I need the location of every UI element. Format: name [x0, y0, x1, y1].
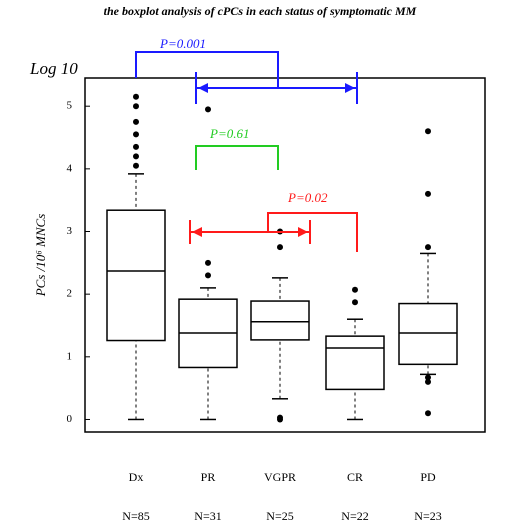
outlier	[425, 374, 431, 381]
outlier	[133, 162, 139, 169]
box	[106, 209, 166, 342]
bracket	[267, 212, 358, 252]
outlier	[133, 131, 139, 138]
y-tick-label: 2	[67, 288, 73, 300]
y-tick-label: 0	[67, 413, 73, 425]
plot-frame	[84, 77, 486, 433]
outlier	[425, 190, 431, 197]
n-label: N=25	[266, 509, 293, 523]
range-arrow-head	[198, 83, 208, 93]
n-label: N=23	[414, 509, 441, 523]
range-arrow-head	[298, 227, 308, 237]
y-axis-label: PCs /10⁶ MNCs	[33, 214, 48, 298]
bracket	[135, 51, 279, 88]
p-value: P=0.61	[209, 126, 249, 141]
outlier	[425, 410, 431, 417]
x-tick-label: PD	[420, 470, 436, 484]
n-label: N=85	[122, 509, 149, 523]
chart-title: the boxplot analysis of cPCs in each sta…	[104, 4, 417, 18]
outlier	[205, 106, 211, 113]
x-tick-label: CR	[347, 470, 363, 484]
x-tick-label: Dx	[129, 470, 144, 484]
bracket	[195, 145, 279, 170]
outlier	[133, 118, 139, 125]
outlier	[352, 299, 358, 306]
outlier	[133, 143, 139, 150]
y-tick-label: 4	[67, 162, 73, 174]
p-value: P=0.02	[287, 190, 328, 205]
y-tick-label: 3	[67, 225, 73, 237]
box	[398, 302, 458, 366]
y-unit-label: Log 10	[29, 59, 78, 78]
outlier	[205, 259, 211, 266]
outlier	[133, 153, 139, 160]
n-label: N=31	[194, 509, 221, 523]
outlier	[133, 103, 139, 110]
range-arrow-head	[192, 227, 202, 237]
n-label: N=22	[341, 509, 368, 523]
outlier	[425, 128, 431, 135]
p-value: P=0.001	[159, 36, 206, 51]
outlier	[277, 244, 283, 251]
outlier	[425, 378, 431, 385]
outlier	[425, 244, 431, 251]
outlier	[133, 93, 139, 100]
y-tick-label: 1	[67, 350, 73, 362]
x-tick-label: VGPR	[264, 470, 296, 484]
x-tick-label: PR	[201, 470, 216, 484]
outlier	[352, 286, 358, 293]
box	[250, 300, 310, 341]
y-tick-label: 5	[67, 100, 73, 112]
box	[325, 335, 385, 391]
outlier	[277, 416, 283, 423]
outlier	[205, 272, 211, 279]
range-arrow-head	[345, 83, 355, 93]
